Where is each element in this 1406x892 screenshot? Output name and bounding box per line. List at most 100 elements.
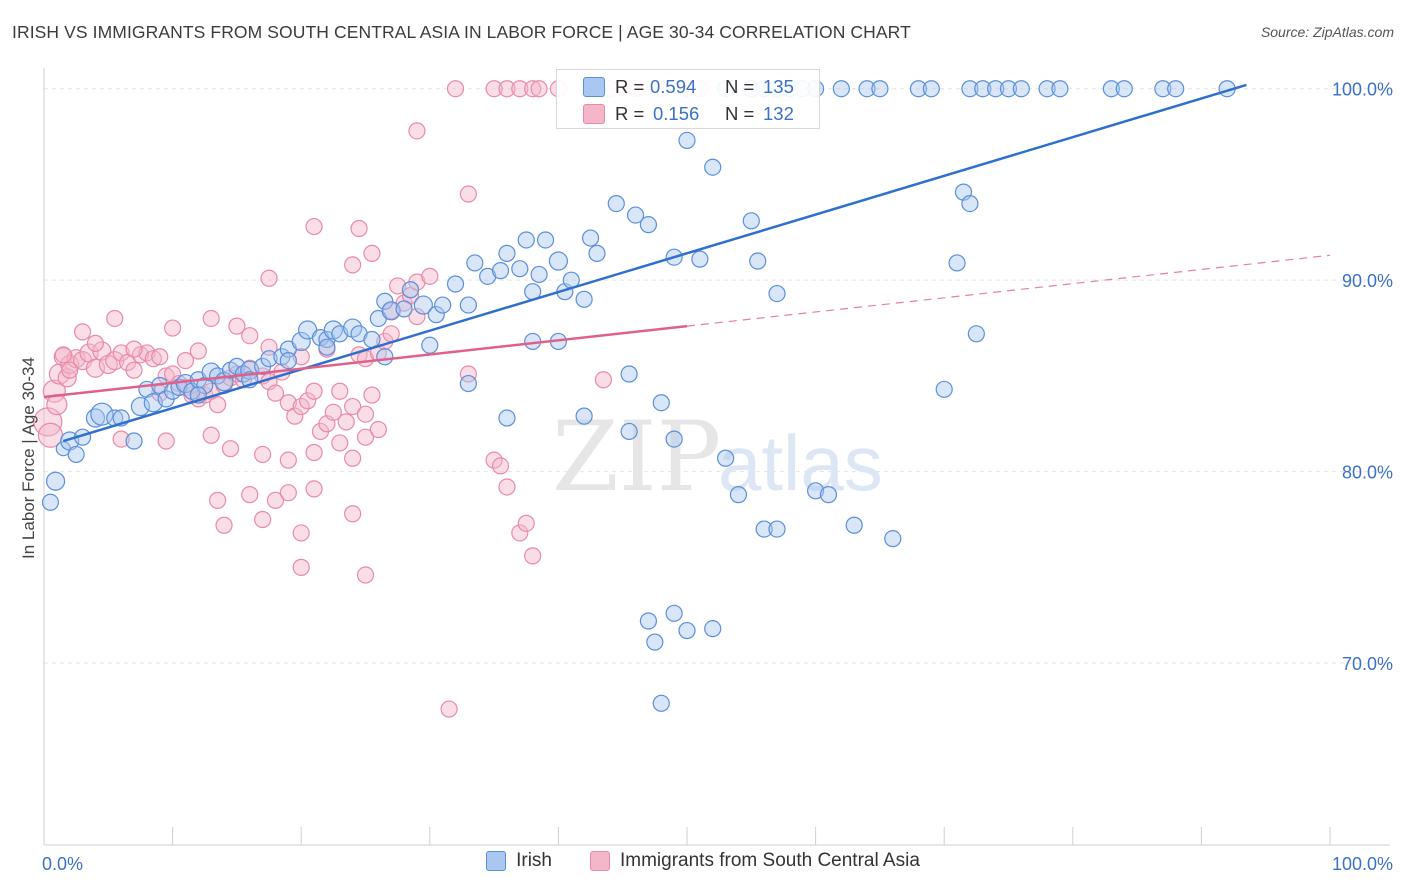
- point-irish: [871, 80, 889, 98]
- point-irish: [466, 254, 484, 272]
- point-immigrants: [337, 413, 355, 431]
- point-irish: [536, 231, 555, 249]
- point-irish: [819, 486, 838, 504]
- point-irish: [41, 493, 60, 511]
- point-immigrants: [498, 478, 516, 496]
- point-immigrants: [459, 365, 477, 383]
- point-irish: [646, 633, 664, 651]
- point-immigrants: [131, 346, 150, 364]
- point-irish: [1154, 80, 1172, 98]
- point-immigrants: [292, 348, 310, 366]
- point-immigrants: [356, 405, 375, 423]
- legend-label-irish: Irish: [516, 850, 552, 871]
- point-irish: [704, 620, 722, 638]
- point-irish: [716, 449, 735, 467]
- stats-swatch-irish: [583, 77, 605, 97]
- point-irish: [768, 284, 786, 303]
- stats-n-value-immigrants: 132: [763, 103, 794, 124]
- point-irish: [1012, 80, 1030, 98]
- point-irish: [279, 351, 297, 370]
- chart-legend: Irish Immigrants from South Central Asia: [0, 850, 1406, 872]
- point-immigrants: [189, 342, 207, 360]
- point-immigrants: [356, 566, 375, 584]
- point-irish: [967, 325, 985, 343]
- point-immigrants: [517, 514, 535, 532]
- point-irish: [884, 530, 902, 548]
- point-immigrants: [228, 317, 246, 335]
- x-tick-label: 100.0%: [1332, 854, 1393, 874]
- point-immigrants: [305, 382, 323, 400]
- point-immigrants: [511, 80, 529, 98]
- point-immigrants: [421, 267, 439, 285]
- point-immigrants: [164, 319, 182, 337]
- tick-labels: 70.0% 80.0% 90.0% 100.0% 0.0% 100.0%: [42, 80, 1393, 874]
- point-immigrants: [202, 309, 220, 328]
- point-irish: [678, 621, 696, 640]
- point-irish: [678, 131, 696, 150]
- point-immigrants: [85, 358, 106, 378]
- point-irish: [1051, 80, 1069, 98]
- watermark: ZIP atlas: [552, 401, 883, 513]
- point-irish: [130, 396, 151, 417]
- point-immigrants: [241, 327, 259, 345]
- point-irish: [652, 694, 670, 712]
- stats-n-label-immigrants: N =: [725, 103, 755, 124]
- point-immigrants: [106, 309, 124, 328]
- point-immigrants: [86, 334, 105, 352]
- source-credit: Source: ZipAtlas.com: [1260, 24, 1394, 40]
- point-irish: [832, 80, 850, 98]
- y-tick-label: 70.0%: [1342, 654, 1393, 674]
- point-immigrants: [61, 361, 79, 379]
- y-axis-label: In Labor Force | Age 30-34: [19, 357, 38, 559]
- legend-label-immigrants: Immigrants from South Central Asia: [620, 850, 920, 871]
- point-irish: [459, 296, 477, 314]
- y-tick-label: 90.0%: [1342, 271, 1393, 291]
- point-immigrants: [305, 443, 323, 462]
- point-irish: [974, 80, 992, 98]
- series-irish-points: [41, 80, 1236, 712]
- point-irish: [459, 374, 477, 393]
- point-immigrants: [112, 344, 130, 362]
- point-irish: [749, 252, 767, 270]
- point-immigrants: [221, 440, 240, 458]
- point-immigrants: [157, 432, 175, 450]
- point-irish: [575, 407, 593, 425]
- stats-row-immigrants: R = 0.156 N = 132: [557, 100, 819, 128]
- trend-lines: [43, 83, 1331, 443]
- point-irish: [291, 331, 311, 352]
- point-immigrants: [46, 394, 68, 416]
- grid-lines: [44, 88, 1390, 664]
- point-immigrants: [260, 269, 278, 287]
- point-irish: [498, 409, 516, 427]
- point-irish: [67, 445, 85, 464]
- stats-n-value-irish: 135: [763, 76, 794, 97]
- x-tick-label: 0.0%: [42, 854, 83, 874]
- point-irish: [517, 231, 535, 249]
- point-immigrants: [344, 505, 362, 523]
- point-irish: [260, 350, 278, 368]
- point-irish: [376, 292, 394, 310]
- point-irish: [343, 318, 363, 338]
- point-irish: [548, 251, 569, 271]
- point-irish: [45, 471, 66, 491]
- stats-n-label-irish: N =: [725, 76, 755, 97]
- point-irish: [626, 206, 645, 224]
- watermark-zip: ZIP: [552, 401, 721, 513]
- point-immigrants: [491, 457, 510, 475]
- point-irish: [999, 80, 1018, 98]
- legend-item-immigrants[interactable]: Immigrants from South Central Asia: [590, 850, 920, 872]
- point-immigrants: [202, 426, 220, 444]
- point-immigrants: [344, 256, 362, 274]
- point-immigrants: [344, 449, 362, 467]
- trend-line-immigrants: [43, 324, 688, 399]
- point-immigrants: [324, 403, 342, 421]
- point-irish: [922, 80, 940, 98]
- point-immigrants: [286, 407, 304, 425]
- stats-box: R = 0.594 N = 135 R = 0.156 N = 132: [556, 69, 820, 129]
- legend-item-irish[interactable]: Irish: [486, 850, 552, 872]
- point-immigrants: [382, 302, 400, 320]
- point-irish: [318, 338, 336, 356]
- point-immigrants: [209, 491, 227, 509]
- point-irish: [1102, 80, 1120, 98]
- point-immigrants: [144, 350, 162, 368]
